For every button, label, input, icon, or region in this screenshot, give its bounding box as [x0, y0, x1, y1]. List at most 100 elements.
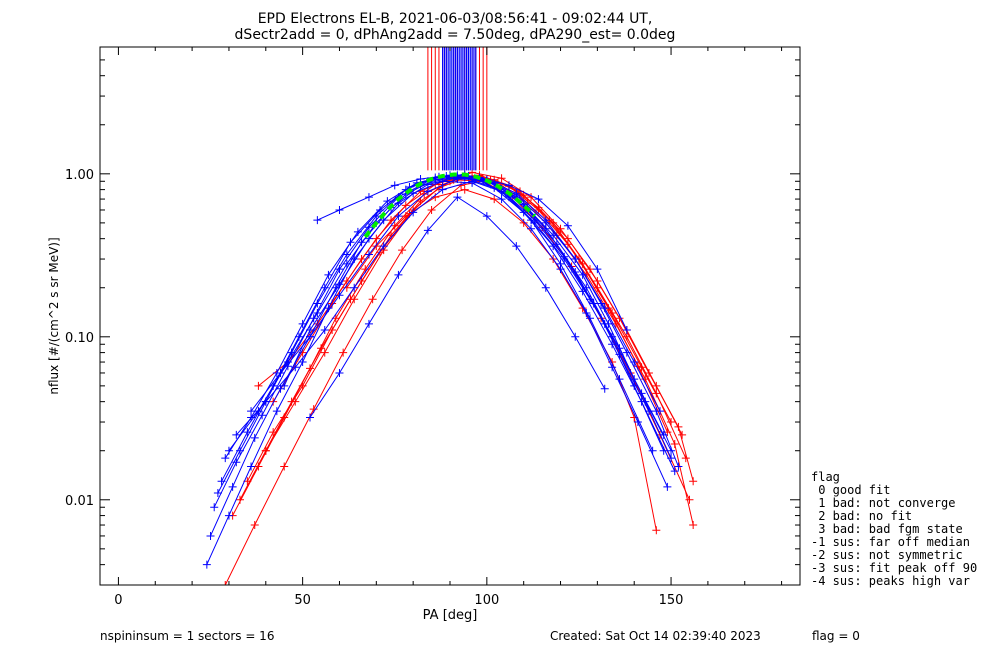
fit-layer — [363, 172, 537, 239]
flag-legend: 0 good fit 1 bad: not converge 2 bad: no… — [811, 483, 977, 588]
data-point — [254, 407, 263, 416]
data-point — [453, 193, 462, 202]
data-point — [250, 521, 259, 530]
data-point — [280, 462, 289, 471]
data-point — [372, 242, 381, 251]
data-point — [221, 454, 230, 463]
data-point — [221, 581, 230, 585]
data-point — [563, 234, 572, 243]
data-point — [453, 174, 462, 183]
data-point — [247, 462, 256, 471]
legend-item: -3 sus: fit peak off 90 — [811, 561, 977, 575]
footer-right: flag = 0 — [812, 629, 860, 643]
spike-layer — [427, 47, 488, 171]
series-line — [272, 174, 683, 436]
data-point — [379, 242, 388, 251]
series-4 — [210, 171, 683, 512]
series-10 — [306, 193, 609, 422]
data-point — [276, 368, 285, 377]
data-point — [652, 381, 661, 390]
data-point — [269, 397, 278, 406]
data-point — [224, 511, 233, 520]
data-point — [652, 389, 661, 398]
data-point — [335, 205, 344, 214]
data-point — [320, 348, 329, 357]
data-point — [549, 242, 558, 251]
x-axis-label: PA [deg] — [423, 608, 478, 623]
data-point — [667, 418, 676, 427]
legend-item: -2 sus: not symmetric — [811, 548, 963, 562]
data-point — [527, 216, 536, 225]
data-point — [368, 295, 377, 304]
data-point — [313, 216, 322, 225]
data-point — [350, 295, 359, 304]
legend-item: 0 good fit — [811, 483, 890, 497]
series-7 — [232, 177, 657, 455]
data-point — [659, 446, 668, 455]
data-point — [586, 314, 594, 323]
data-point — [468, 177, 477, 186]
x-tick-label: 100 — [474, 593, 499, 608]
data-point — [663, 482, 672, 491]
data-point — [232, 430, 241, 439]
data-point — [670, 439, 679, 448]
data-point — [390, 221, 399, 230]
data-point — [600, 319, 609, 328]
data-point — [394, 212, 403, 221]
x-tick-label: 50 — [294, 593, 311, 608]
series-layer — [202, 168, 698, 585]
data-point — [637, 363, 646, 372]
data-point — [600, 304, 609, 313]
data-point — [438, 185, 447, 194]
series-line — [224, 179, 668, 585]
data-point — [504, 181, 513, 190]
data-point — [335, 368, 344, 377]
series-19 — [269, 171, 687, 439]
data-point — [379, 216, 388, 225]
data-point — [320, 326, 329, 335]
data-point — [228, 482, 237, 491]
data-point — [306, 326, 314, 335]
series-line — [213, 174, 679, 508]
data-point — [339, 348, 348, 357]
data-point — [423, 226, 432, 235]
data-point — [364, 193, 373, 202]
data-point — [678, 430, 687, 439]
x-tick-label: 150 — [659, 593, 684, 608]
data-point — [236, 495, 244, 504]
legend-item: 2 bad: no fit — [811, 509, 912, 523]
data-point — [630, 381, 639, 390]
data-point — [254, 381, 263, 390]
data-point — [350, 283, 359, 292]
data-point — [353, 227, 362, 236]
data-point — [394, 270, 403, 279]
data-point — [685, 495, 694, 504]
data-point — [335, 291, 344, 300]
data-point — [247, 407, 256, 416]
footer-center: Created: Sat Oct 14 02:39:40 2023 — [550, 629, 761, 643]
data-point — [608, 308, 617, 317]
data-point — [689, 477, 698, 486]
data-point — [409, 208, 418, 217]
data-point — [527, 224, 536, 233]
data-point — [306, 332, 314, 341]
series-line — [224, 175, 650, 459]
data-point — [622, 326, 631, 335]
x-tick-label: 0 — [114, 593, 122, 608]
data-point — [206, 531, 215, 540]
data-point — [202, 560, 211, 569]
series-1 — [213, 170, 668, 498]
data-point — [250, 433, 259, 442]
data-point — [398, 246, 407, 255]
data-point — [571, 255, 580, 264]
data-point — [280, 381, 289, 390]
chart-subtitle: dSectr2add = 0, dPhAng2add = 7.50deg, dP… — [235, 27, 676, 43]
data-point — [541, 216, 550, 225]
series-line — [210, 176, 672, 537]
data-point — [497, 174, 506, 183]
data-point — [364, 234, 373, 243]
data-point — [213, 489, 222, 498]
data-point — [586, 265, 594, 274]
data-point — [674, 462, 683, 471]
